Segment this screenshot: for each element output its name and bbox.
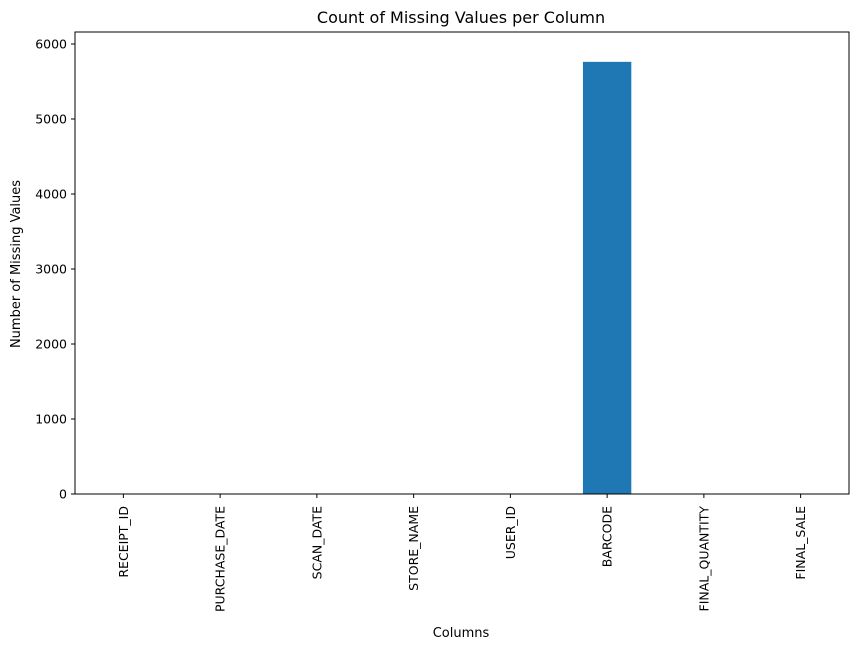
y-axis-label: Number of Missing Values (9, 180, 24, 348)
bar-barcode (582, 61, 632, 494)
y-tick-label: 0 (59, 487, 67, 502)
y-tick-label: 1000 (35, 412, 67, 427)
x-axis-ticks: RECEIPT_ID PURCHASE_DATE SCAN_DATE STORE_NA… (116, 494, 808, 612)
x-tick-label: RECEIPT_ID (116, 506, 131, 578)
y-tick-label: 2000 (35, 337, 67, 352)
x-tick-label: SCAN_DATE (309, 506, 324, 579)
y-tick-label: 6000 (35, 37, 67, 52)
y-tick-label: 4000 (35, 187, 67, 202)
x-axis-label: Columns (433, 626, 490, 641)
x-tick-label: BARCODE (600, 506, 615, 567)
x-tick-label: USER_ID (503, 506, 518, 559)
y-axis-ticks: 0 1000 2000 3000 4000 5000 6000 (35, 37, 75, 502)
x-tick-label: FINAL_QUANTITY (696, 506, 711, 612)
y-tick-label: 5000 (35, 112, 67, 127)
chart-title: Count of Missing Values per Column (317, 8, 605, 27)
bars-group (582, 61, 632, 494)
plot-frame (74, 31, 850, 495)
x-tick-label: PURCHASE_DATE (213, 506, 228, 612)
y-tick-label: 3000 (35, 262, 67, 277)
x-tick-label: FINAL_SALE (793, 506, 808, 580)
x-tick-label: STORE_NAME (406, 506, 421, 591)
